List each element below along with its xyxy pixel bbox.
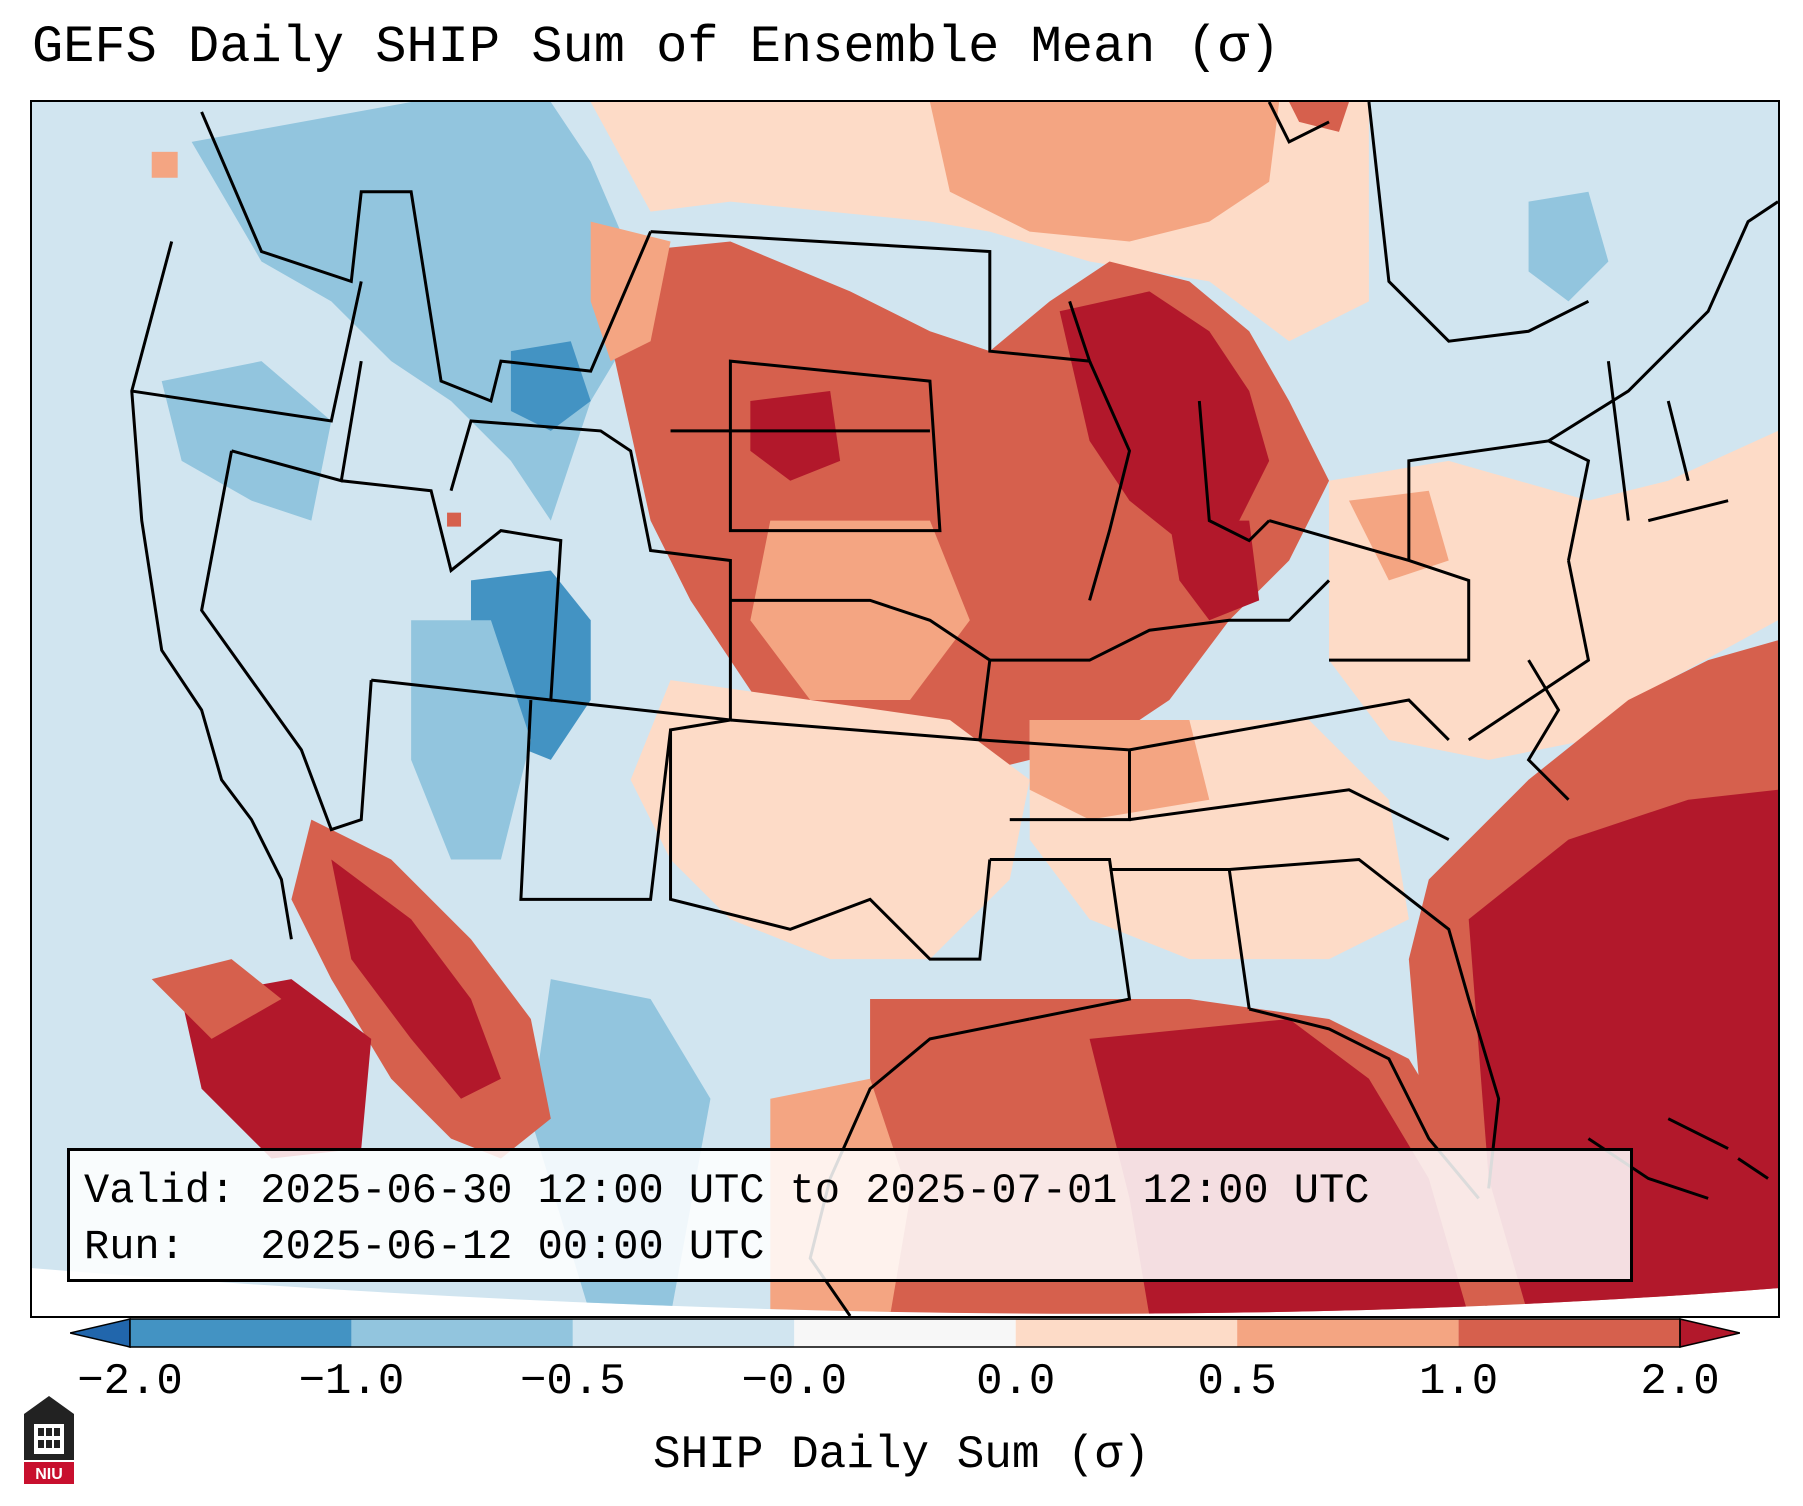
colorbar-tick-label: 0.5 <box>1197 1357 1277 1407</box>
niu-logo-icon: NIU <box>24 1396 74 1484</box>
colorbar-segment <box>1458 1319 1680 1347</box>
colorbar-tick-label: −2.0 <box>77 1357 183 1407</box>
colorbar-tick-label: 2.0 <box>1640 1357 1720 1407</box>
map-panel <box>30 100 1780 1318</box>
colorbar <box>70 1318 1740 1348</box>
colorbar-label: SHIP Daily Sum (σ) <box>653 1429 1150 1481</box>
colorbar-tick-label: 0.0 <box>976 1357 1056 1407</box>
colorbar-segment <box>572 1319 795 1347</box>
colorbar-tick-label: 1.0 <box>1418 1357 1499 1407</box>
colorbar-over-extend <box>1679 1318 1740 1348</box>
colorbar-border <box>129 1318 1681 1348</box>
valid-time-text: Valid: 2025-06-30 12:00 UTC to 2025-07-0… <box>84 1167 1370 1215</box>
colorbar-segment <box>130 1319 352 1347</box>
anomaly-map <box>32 102 1778 1316</box>
valid-run-info-box: Valid: 2025-06-30 12:00 UTC to 2025-07-0… <box>67 1148 1633 1282</box>
colorbar-segment <box>1015 1319 1238 1347</box>
colorbar-tick-labels: −2.0 −1.0 −0.5 −0.0 0.0 0.5 1.0 2.0 <box>0 1360 1803 1420</box>
niu-logo-text: NIU <box>35 1466 63 1483</box>
run-time-text: Run: 2025-06-12 00:00 UTC <box>84 1223 765 1271</box>
colorbar-tick-label: −1.0 <box>298 1357 405 1407</box>
colorbar-under-extend <box>70 1318 131 1348</box>
colorbar-tick-label: −0.5 <box>520 1357 626 1407</box>
boundary-lines <box>130 102 1778 1316</box>
colorbar-segment <box>794 1319 1016 1347</box>
map-title: GEFS Daily SHIP Sum of Ensemble Mean (σ) <box>32 18 1281 77</box>
colorbar-segment <box>1237 1319 1459 1347</box>
colorbar-segment <box>351 1319 573 1347</box>
colorbar-tick-label: −0.0 <box>741 1357 848 1407</box>
